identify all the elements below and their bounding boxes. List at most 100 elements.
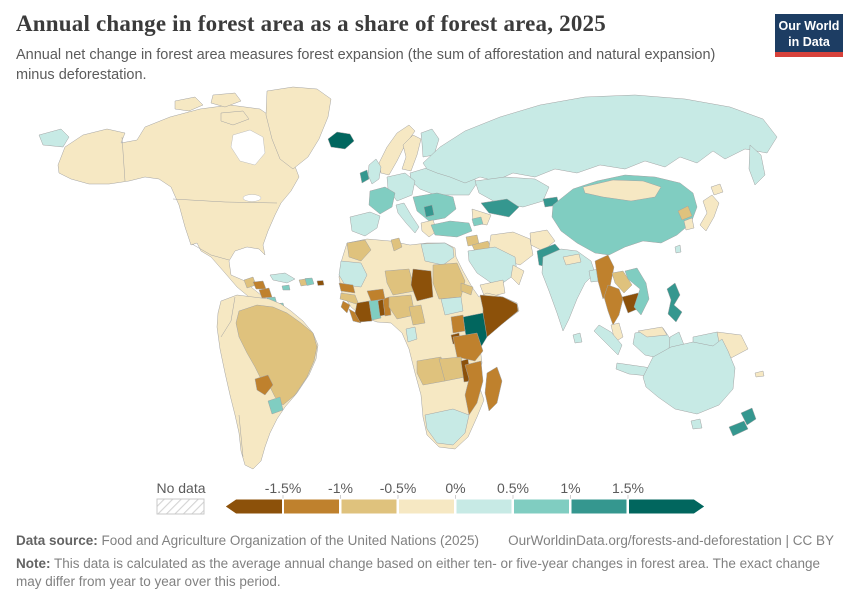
country-niger[interactable] <box>384 268 416 296</box>
country-dominican-republic[interactable] <box>304 277 315 286</box>
country-cote-divoire[interactable] <box>354 300 373 323</box>
owid-link[interactable]: OurWorldinData.org/forests-and-deforesta… <box>508 533 834 548</box>
country-new-caledonia[interactable] <box>754 370 765 378</box>
legend-bin-6[interactable] <box>570 498 628 515</box>
country-south-sudan[interactable] <box>440 296 464 316</box>
country-brazil[interactable] <box>235 304 318 406</box>
owid-logo-line2: in Data <box>788 35 830 50</box>
country-uzbekistan[interactable] <box>480 198 520 218</box>
owid-logo[interactable]: Our World in Data <box>775 14 843 57</box>
country-australia[interactable] <box>642 338 736 415</box>
country-taiwan[interactable] <box>674 244 682 254</box>
country-india[interactable] <box>541 248 596 332</box>
country-turkey[interactable] <box>430 220 473 238</box>
map-legend: No data -1.5% -1% -0.5% 0% 0.5% 1% 1.5% <box>0 476 850 522</box>
country-mozambique[interactable] <box>464 360 484 416</box>
country-thailand[interactable] <box>603 284 624 326</box>
country-russia[interactable] <box>422 94 778 184</box>
country-malaysia-borneo[interactable] <box>637 326 668 338</box>
country-indonesia-sumatra[interactable] <box>593 324 623 356</box>
country-nicaragua[interactable] <box>258 287 273 299</box>
country-ireland[interactable] <box>359 169 370 184</box>
arctic-island-2[interactable] <box>210 92 242 108</box>
country-new-zealand-south[interactable] <box>728 420 749 437</box>
legend-svg: No data -1.5% -1% -0.5% 0% 0.5% 1% 1.5% <box>156 480 706 515</box>
country-australia-tasmania[interactable] <box>690 418 703 430</box>
country-greece[interactable] <box>420 219 438 238</box>
country-uganda[interactable] <box>450 314 466 334</box>
country-russia-chukotka[interactable] <box>38 128 70 148</box>
legend-bin-7[interactable] <box>628 498 706 515</box>
country-sierra-leone[interactable] <box>340 300 351 314</box>
country-cuba[interactable] <box>269 272 296 284</box>
country-tunisia[interactable] <box>390 237 403 252</box>
country-azerbaijan[interactable] <box>471 216 484 227</box>
legend-bin-5[interactable] <box>513 498 570 515</box>
country-morocco[interactable] <box>346 239 372 262</box>
legend-bin-1[interactable] <box>283 498 340 515</box>
country-new-zealand-north[interactable] <box>740 407 757 426</box>
choropleth-map-svg <box>38 86 778 470</box>
country-angola[interactable] <box>416 356 446 386</box>
country-gabon[interactable] <box>405 326 418 343</box>
chart-footer: Data source: Food and Agriculture Organi… <box>16 532 834 592</box>
legend-bin-0[interactable] <box>224 498 283 515</box>
legend-bin-3[interactable] <box>398 498 455 515</box>
sa-border-2 <box>238 414 244 458</box>
legend-tick-1: -1% <box>328 480 353 496</box>
country-france[interactable] <box>368 186 396 215</box>
country-japan-hokkaido[interactable] <box>710 183 724 196</box>
country-uruguay[interactable] <box>267 396 284 415</box>
country-senegal[interactable] <box>338 282 356 294</box>
country-china[interactable] <box>551 174 698 256</box>
arctic-island-1[interactable] <box>174 96 204 112</box>
legend-tick-0: -1.5% <box>265 480 302 496</box>
country-honduras[interactable] <box>252 280 267 290</box>
country-serbia[interactable] <box>423 204 435 218</box>
country-tanzania[interactable] <box>452 332 484 362</box>
country-south-africa[interactable] <box>424 408 470 446</box>
country-italy[interactable] <box>395 202 420 234</box>
country-spain[interactable] <box>349 211 381 237</box>
country-japan[interactable] <box>699 194 720 232</box>
country-south-korea[interactable] <box>683 217 695 231</box>
legend-bin-2[interactable] <box>340 498 398 515</box>
country-oman[interactable] <box>510 264 525 286</box>
note-label: Note: <box>16 556 51 572</box>
country-romania-balkans[interactable] <box>412 192 457 222</box>
country-sri-lanka[interactable] <box>572 332 583 344</box>
country-guinea[interactable] <box>339 292 360 306</box>
country-burkina-faso[interactable] <box>366 288 386 302</box>
country-saudi-arabia[interactable] <box>467 246 518 288</box>
country-nepal[interactable] <box>562 253 582 266</box>
country-mauritania[interactable] <box>338 260 368 288</box>
country-sweden[interactable] <box>401 134 422 172</box>
world-map <box>25 85 835 475</box>
country-mongolia[interactable] <box>582 179 662 202</box>
country-puerto-rico[interactable] <box>316 280 325 286</box>
legend-bin-4[interactable] <box>455 498 513 515</box>
legend-tick-2: -0.5% <box>380 480 417 496</box>
country-nigeria[interactable] <box>388 294 416 320</box>
country-madagascar[interactable] <box>484 366 503 412</box>
no-data-swatch[interactable] <box>156 498 205 515</box>
country-afghanistan[interactable] <box>529 229 556 252</box>
country-russia-kamchatka[interactable] <box>748 144 766 186</box>
country-laos[interactable] <box>611 270 633 294</box>
country-cameroon[interactable] <box>408 304 426 326</box>
arctic-island-3[interactable] <box>220 110 250 126</box>
legend-tick-6: 1.5% <box>612 480 644 496</box>
country-philippines[interactable] <box>666 282 683 323</box>
country-paraguay[interactable] <box>254 374 274 396</box>
country-kazakhstan[interactable] <box>474 176 550 208</box>
legend-tick-3: 0% <box>445 480 465 496</box>
country-jamaica[interactable] <box>281 284 291 291</box>
country-iceland[interactable] <box>327 131 355 150</box>
country-egypt[interactable] <box>420 242 455 266</box>
country-north-korea[interactable] <box>677 205 693 221</box>
country-greenland[interactable] <box>265 86 332 170</box>
country-chad[interactable] <box>410 268 434 302</box>
country-vietnam[interactable] <box>624 267 650 316</box>
country-liberia[interactable] <box>348 308 362 324</box>
country-eritrea[interactable] <box>460 282 474 296</box>
